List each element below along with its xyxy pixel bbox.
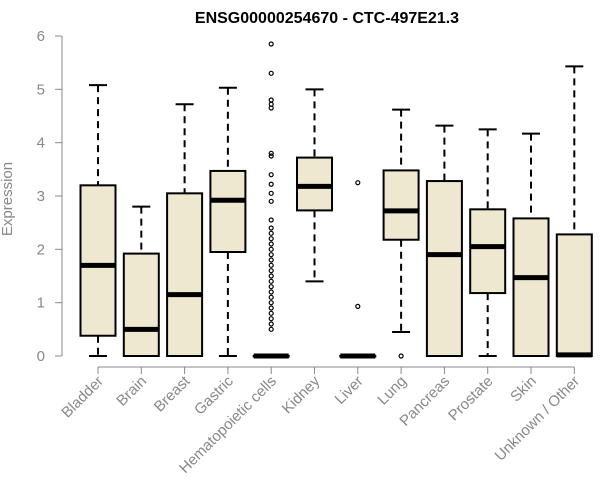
outlier-point — [268, 225, 274, 231]
x-tick-label: Skin — [507, 373, 540, 406]
y-tick-label: 6 — [37, 28, 45, 45]
box-gastric — [209, 86, 247, 357]
y-axis: 0 1 2 3 4 5 6 — [37, 28, 63, 365]
outlier-point — [268, 294, 274, 300]
outlier-point — [355, 180, 361, 186]
x-tick-label: Bladder — [58, 373, 107, 422]
x-tick-label: Liver — [332, 373, 367, 408]
box-rect — [122, 252, 160, 358]
box-breast — [166, 103, 204, 357]
outlier-point — [398, 353, 404, 359]
outlier-point — [268, 236, 274, 242]
outlier-point — [268, 241, 274, 247]
y-axis-label: Expression — [0, 162, 16, 236]
outlier-point — [268, 316, 274, 322]
outlier-point — [268, 41, 274, 47]
y-tick-label: 0 — [37, 348, 45, 365]
outlier-point — [268, 97, 274, 103]
box-rect — [382, 169, 420, 241]
outlier-point — [268, 181, 274, 187]
box-unknown-other — [555, 65, 593, 358]
outlier-point — [268, 326, 274, 332]
y-tick-label: 4 — [37, 135, 45, 152]
box-rect — [79, 184, 117, 337]
box-hematopoietic-cells — [252, 41, 290, 359]
outlier-point — [268, 273, 274, 279]
outlier-point — [268, 230, 274, 236]
box-skin — [512, 132, 550, 357]
box-kidney — [296, 88, 333, 283]
box-rect — [166, 192, 204, 357]
box-liver — [339, 180, 377, 359]
outlier-point — [268, 70, 274, 76]
outlier-point — [268, 172, 274, 178]
y-tick-label: 1 — [37, 295, 45, 312]
outlier-point — [268, 284, 274, 290]
x-tick-label: Kidney — [279, 372, 324, 417]
box-bladder — [79, 84, 117, 357]
boxes-group — [79, 41, 593, 359]
outlier-point — [268, 150, 274, 156]
x-tick-label: Breast — [151, 372, 194, 415]
box-rect — [209, 169, 247, 253]
outlier-point — [268, 246, 274, 252]
outlier-point — [268, 257, 274, 263]
box-brain — [122, 205, 160, 358]
chart-title: ENSG00000254670 - CTC-497E21.3 — [195, 10, 459, 27]
box-prostate — [469, 128, 507, 357]
outlier-point — [268, 262, 274, 268]
box-rect — [425, 180, 463, 357]
outlier-point — [268, 305, 274, 311]
outlier-point — [268, 268, 274, 274]
outlier-point — [268, 289, 274, 295]
box-lung — [382, 108, 420, 359]
outlier-point — [268, 198, 274, 204]
outlier-point — [268, 153, 274, 159]
box-rect — [555, 233, 593, 357]
y-tick-label: 2 — [37, 241, 45, 258]
outlier-point — [268, 217, 274, 223]
box-pancreas — [425, 124, 463, 357]
outlier-point — [268, 105, 274, 111]
y-tick-label: 3 — [37, 188, 45, 205]
outlier-point — [268, 310, 274, 316]
x-tick-label: Brain — [113, 373, 150, 410]
x-tick-label: Lung — [374, 373, 410, 409]
outlier-point — [268, 300, 274, 306]
y-tick-label: 5 — [37, 81, 45, 98]
box-rect — [512, 217, 550, 357]
outlier-point — [268, 190, 274, 196]
outlier-point — [268, 321, 274, 327]
box-rect — [469, 208, 507, 295]
outlier-point — [268, 278, 274, 284]
outlier-point — [355, 303, 361, 309]
x-tick-label: Prostate — [445, 373, 497, 425]
outlier-point — [268, 252, 274, 258]
